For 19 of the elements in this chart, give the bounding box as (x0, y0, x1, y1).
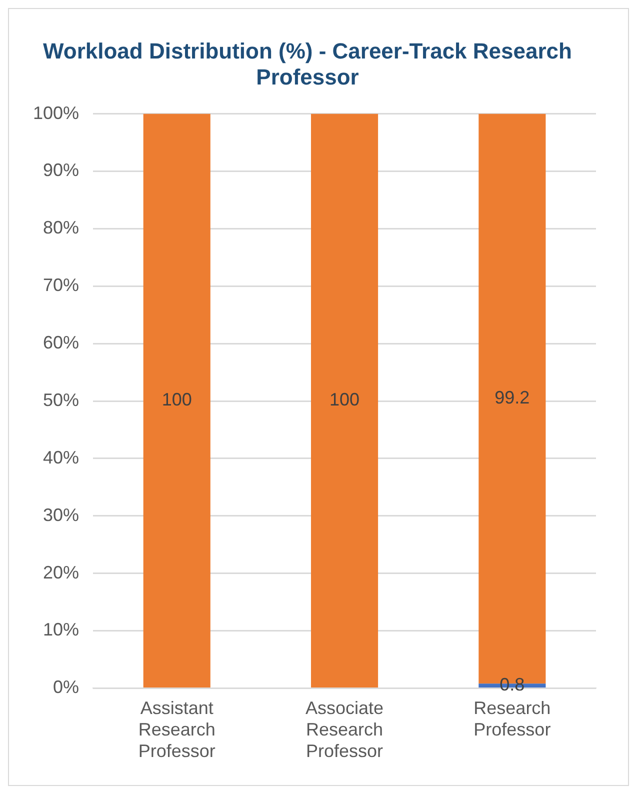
data-label: 0.8 (500, 674, 525, 694)
y-tick-label: 0% (53, 677, 80, 698)
x-tick-label: Research Professor (474, 698, 551, 740)
data-label: 99.2 (494, 388, 530, 408)
x-tick-label: Associate Research Professor (305, 698, 384, 762)
data-label: 100 (162, 390, 192, 410)
y-tick-label: 60% (43, 332, 80, 353)
y-tick-label: 30% (43, 504, 80, 525)
y-tick-label: 10% (43, 620, 80, 640)
y-tick-label: 80% (43, 218, 80, 238)
y-tick-label: 20% (43, 562, 80, 582)
y-tick-label: 70% (43, 275, 80, 296)
y-tick-label: 90% (43, 160, 80, 180)
y-tick-label: 100% (32, 102, 80, 123)
y-tick-label: 50% (43, 390, 80, 410)
data-label: 100 (329, 390, 360, 410)
x-tick-label: Assistant Research Professor (138, 698, 216, 762)
chart-title: Workload Distribution (%) - Career-Track Research Professor (43, 38, 572, 90)
y-tick-label: 40% (43, 447, 80, 468)
